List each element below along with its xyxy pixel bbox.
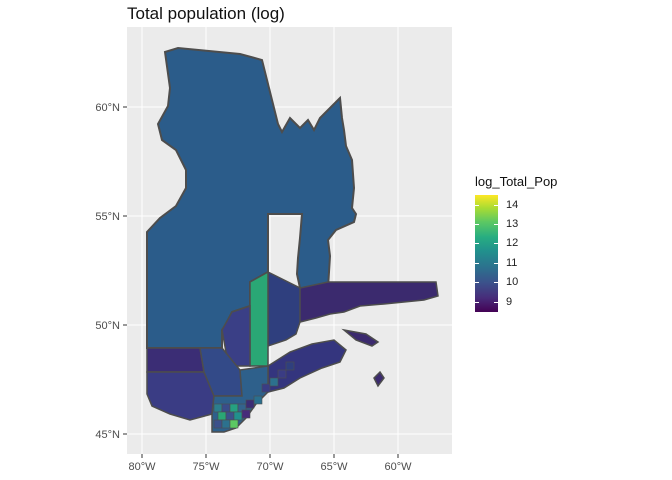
map-title: Total population (log) xyxy=(127,4,285,23)
color-legend: log_Total_Pop 14 13 12 11 10 9 xyxy=(475,174,595,313)
x-tick-label: 60°W xyxy=(384,461,412,473)
y-tick-label: 50°N xyxy=(95,320,120,332)
legend-title: log_Total_Pop xyxy=(475,174,558,189)
region-central-strip xyxy=(249,270,269,367)
x-tick-label: 75°W xyxy=(192,461,220,473)
axis-ticks xyxy=(123,106,399,458)
legend-tick-label: 14 xyxy=(506,199,519,211)
legend-colorbar xyxy=(475,195,498,312)
legend-body: 14 13 12 11 10 9 xyxy=(475,195,595,313)
x-tick-label: 80°W xyxy=(128,461,156,473)
legend-tick-label: 10 xyxy=(506,276,519,288)
legend-tick-label: 9 xyxy=(506,296,513,308)
y-tick-label: 55°N xyxy=(95,211,120,223)
y-tick-label: 45°N xyxy=(95,429,120,441)
y-tick-label: 60°N xyxy=(95,102,120,114)
legend-tick-label: 13 xyxy=(506,218,519,230)
x-tick-label: 70°W xyxy=(256,461,284,473)
legend-tick-label: 11 xyxy=(506,257,518,269)
region-abitibi xyxy=(146,347,205,373)
region-southern-municipalities xyxy=(213,361,295,429)
region-gaspesie xyxy=(267,339,347,393)
island-anticosti xyxy=(341,328,380,347)
x-tick-label: 65°W xyxy=(320,461,348,473)
island-magdalen xyxy=(373,370,385,388)
legend-tick-label: 12 xyxy=(506,237,519,249)
